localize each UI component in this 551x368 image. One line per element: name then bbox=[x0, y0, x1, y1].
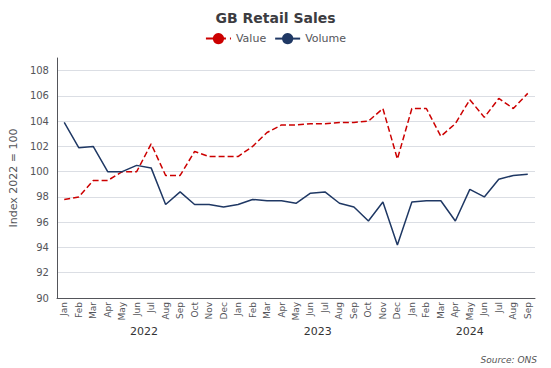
svg-text:Nov: Nov bbox=[204, 301, 214, 319]
svg-text:90: 90 bbox=[36, 293, 49, 304]
svg-text:Jan: Jan bbox=[59, 302, 69, 317]
svg-text:Value: Value bbox=[236, 32, 266, 45]
svg-text:Sep: Sep bbox=[349, 302, 359, 319]
svg-text:Jan: Jan bbox=[233, 302, 243, 317]
svg-text:Feb: Feb bbox=[74, 302, 84, 318]
svg-text:Aug: Aug bbox=[334, 302, 344, 320]
svg-text:106: 106 bbox=[30, 90, 49, 101]
svg-text:94: 94 bbox=[36, 242, 49, 253]
svg-text:Jun: Jun bbox=[305, 302, 315, 317]
svg-text:Oct: Oct bbox=[363, 302, 373, 318]
svg-text:2024: 2024 bbox=[456, 325, 484, 338]
svg-text:Jun: Jun bbox=[132, 302, 142, 317]
svg-text:May: May bbox=[291, 301, 301, 320]
svg-text:Volume: Volume bbox=[305, 32, 346, 45]
svg-text:Apr: Apr bbox=[450, 302, 460, 318]
svg-text:Feb: Feb bbox=[421, 302, 431, 318]
svg-text:98: 98 bbox=[36, 191, 49, 202]
svg-text:Sep: Sep bbox=[175, 302, 185, 319]
svg-text:Dec: Dec bbox=[392, 302, 402, 319]
svg-text:100: 100 bbox=[30, 166, 49, 177]
svg-text:Aug: Aug bbox=[161, 302, 171, 320]
svg-text:Oct: Oct bbox=[190, 302, 200, 318]
svg-text:Mar: Mar bbox=[262, 302, 272, 319]
svg-text:GB Retail Sales: GB Retail Sales bbox=[215, 10, 335, 26]
svg-text:Jan: Jan bbox=[407, 302, 417, 317]
svg-text:96: 96 bbox=[36, 217, 49, 228]
svg-text:Mar: Mar bbox=[88, 302, 98, 319]
svg-text:Apr: Apr bbox=[277, 302, 287, 318]
svg-text:May: May bbox=[465, 301, 475, 320]
svg-text:Apr: Apr bbox=[103, 302, 113, 318]
svg-text:Index 2022 = 100: Index 2022 = 100 bbox=[7, 129, 20, 228]
svg-text:Sep: Sep bbox=[523, 302, 533, 319]
svg-text:Mar: Mar bbox=[436, 302, 446, 319]
svg-text:108: 108 bbox=[30, 65, 49, 76]
svg-text:104: 104 bbox=[30, 116, 49, 127]
svg-text:Aug: Aug bbox=[508, 302, 518, 320]
svg-text:Dec: Dec bbox=[219, 302, 229, 319]
svg-text:Feb: Feb bbox=[248, 302, 258, 318]
svg-text:2022: 2022 bbox=[130, 325, 158, 338]
svg-text:Source: ONS: Source: ONS bbox=[480, 355, 537, 365]
svg-text:Jun: Jun bbox=[479, 302, 489, 317]
svg-text:92: 92 bbox=[36, 267, 49, 278]
svg-text:Jul: Jul bbox=[320, 302, 330, 314]
svg-text:Jul: Jul bbox=[146, 302, 156, 314]
svg-text:May: May bbox=[117, 301, 127, 320]
svg-text:102: 102 bbox=[30, 141, 49, 152]
svg-text:Nov: Nov bbox=[378, 301, 388, 319]
svg-text:Jul: Jul bbox=[494, 302, 504, 314]
svg-text:2023: 2023 bbox=[304, 325, 332, 338]
